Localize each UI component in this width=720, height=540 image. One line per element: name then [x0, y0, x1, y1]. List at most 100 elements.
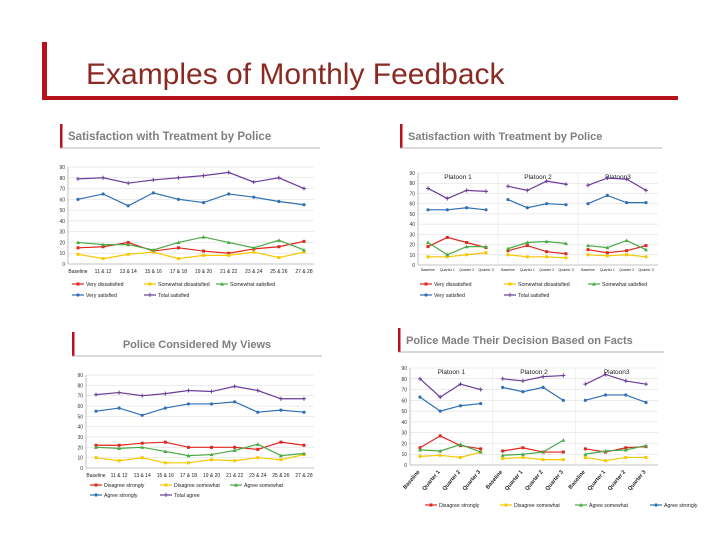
data-point-somewhat-satisfied: [251, 245, 256, 250]
data-point-agree-strongly: [541, 385, 545, 389]
x-tick-label: Quarter 2: [607, 469, 627, 492]
data-point-total-agree: [255, 388, 260, 393]
legend-label-very-satisfied: Very satisfied: [434, 293, 465, 299]
y-tick-label: 90: [77, 373, 83, 379]
x-tick-label: 15 & 16: [157, 473, 174, 479]
y-tick-label: 90: [401, 366, 407, 372]
legend-label-very-dissatisfied: Very dissatisfied: [434, 282, 472, 288]
chart-title: Satisfaction with Treatment by Police: [408, 131, 602, 143]
legend-marker-agree-somewhat: [579, 503, 583, 507]
data-point-agree-strongly: [479, 401, 483, 406]
series-line-very-dissatisfied: [587, 244, 647, 254]
data-point-agree-somewhat: [561, 438, 566, 442]
y-tick-label: 0: [62, 262, 65, 268]
data-point-disagree-somewhat: [210, 458, 214, 462]
data-point-somewhat-dissatisfied: [151, 250, 155, 254]
group-label-platoon-1: Platoon 1: [438, 369, 466, 376]
data-point-agree-somewhat: [302, 451, 306, 456]
y-tick-label: 20: [77, 445, 83, 451]
x-tick-label: 17 & 18: [170, 269, 187, 275]
data-point-agree-strongly: [458, 404, 463, 408]
legend-marker-somewhat-satisfied: [592, 282, 596, 286]
data-point-total-satisfied: [644, 188, 648, 193]
data-point-somewhat-dissatisfied: [465, 253, 469, 257]
series-line-total-satisfied: [507, 180, 567, 192]
data-point-very-satisfied: [484, 208, 488, 212]
data-point-somewhat-dissatisfied: [277, 256, 281, 260]
data-point-total-agree: [186, 388, 191, 393]
data-point-somewhat-satisfied: [226, 240, 231, 245]
data-point-somewhat-dissatisfied: [605, 254, 609, 258]
group-label-platoon3: Platoon3: [605, 174, 631, 181]
data-point-agree-somewhat: [644, 443, 648, 448]
legend-label-disagree-strongly: Disagree strongly: [439, 503, 480, 509]
data-point-total-agree: [478, 387, 483, 392]
data-point-somewhat-satisfied: [506, 246, 510, 251]
x-tick-label: 23 & 24: [245, 269, 262, 275]
data-point-total-satisfied: [276, 175, 281, 180]
chart-accent-bar: [72, 332, 75, 356]
data-point-agree-somewhat: [438, 448, 443, 453]
data-point-total-agree: [418, 376, 422, 381]
data-point-somewhat-satisfied: [201, 235, 206, 239]
data-point-somewhat-satisfied: [525, 240, 530, 245]
data-point-very-satisfied: [545, 202, 549, 206]
series-line-agree-somewhat: [95, 443, 305, 457]
data-point-agree-strongly: [140, 413, 144, 417]
data-point-very-satisfied: [302, 203, 306, 207]
series-line-very-satisfied: [587, 194, 646, 205]
chart-title: Police Made Their Decision Based on Fact…: [406, 335, 633, 347]
data-point-very-dissatisfied: [277, 245, 281, 249]
legend-label-very-satisfied: Very satisfied: [86, 293, 117, 299]
chart-1: Satisfaction with Treatment by Police 0 10…: [59, 124, 320, 299]
x-tick-label: Quarter 3: [545, 469, 565, 492]
x-tick-label: Quarter 2: [619, 268, 634, 272]
y-tick-label: 20: [409, 243, 415, 249]
legend-marker-total-satisfied: [148, 293, 152, 297]
data-point-agree-somewhat: [500, 453, 505, 457]
data-point-total-agree: [561, 373, 566, 378]
data-point-total-agree: [117, 390, 122, 395]
legend-marker-disagree-somewhat: [504, 503, 508, 507]
data-point-very-satisfied: [445, 208, 449, 212]
x-tick-label: Quarter 1: [587, 469, 607, 492]
data-point-somewhat-dissatisfied: [506, 253, 510, 257]
data-point-somewhat-satisfied: [76, 240, 80, 245]
legend-label-somewhat-satisfied: Somewhat satisfied: [602, 282, 647, 288]
data-point-somewhat-satisfied: [564, 241, 568, 246]
data-point-agree-strongly: [163, 406, 167, 410]
y-tick-label: 50: [59, 208, 65, 214]
data-point-very-satisfied: [506, 197, 510, 202]
data-point-agree-somewhat: [278, 453, 283, 458]
data-point-total-agree: [438, 395, 443, 400]
x-tick-label: Baseline: [501, 268, 515, 272]
legend-marker-total-satisfied: [508, 293, 512, 297]
y-tick-label: 70: [59, 187, 65, 193]
x-tick-label: Baseline: [86, 473, 105, 479]
data-point-very-satisfied: [176, 197, 181, 201]
data-point-disagree-strongly: [94, 443, 98, 447]
data-point-total-satisfied: [586, 183, 590, 188]
data-point-total-satisfied: [525, 188, 530, 193]
data-point-somewhat-dissatisfied: [426, 255, 430, 259]
data-point-agree-strongly: [233, 400, 237, 404]
y-tick-label: 60: [401, 398, 407, 404]
data-point-somewhat-dissatisfied: [101, 257, 105, 261]
series-line-agree-strongly: [419, 396, 481, 412]
data-point-agree-strongly: [583, 398, 587, 402]
data-point-agree-strongly: [279, 408, 283, 412]
x-tick-label: Quarter 2: [539, 268, 554, 272]
y-tick-label: 0: [80, 466, 83, 472]
series-line-total-agree: [502, 374, 564, 382]
data-point-somewhat-dissatisfied: [76, 252, 80, 256]
y-tick-label: 30: [409, 232, 415, 238]
data-point-disagree-strongly: [479, 447, 483, 451]
legend-label-disagree-strongly: Disagree strongly: [104, 483, 145, 489]
series-line-very-satisfied: [428, 207, 487, 211]
legend-marker-agree-somewhat: [234, 483, 238, 487]
data-point-very-dissatisfied: [465, 241, 469, 245]
data-point-somewhat-satisfied: [586, 243, 590, 248]
x-tick-label: Baseline: [485, 469, 504, 490]
group-label-platoon-2: Platoon 2: [524, 174, 552, 181]
